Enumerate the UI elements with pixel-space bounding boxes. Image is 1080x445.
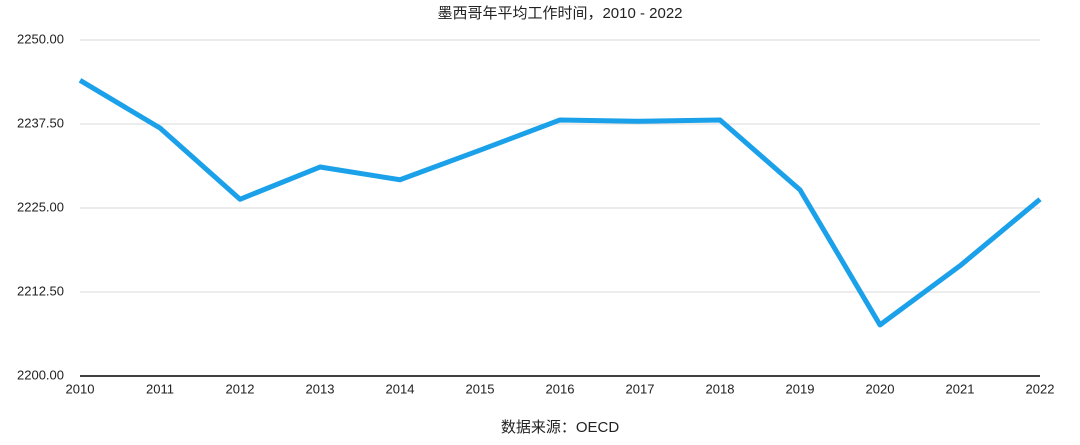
- x-tick-label: 2017: [626, 381, 655, 396]
- y-tick-label: 2225.00: [17, 199, 64, 214]
- chart-title: 墨西哥年平均工作时间，2010 - 2022: [437, 5, 682, 22]
- x-tick-label: 2018: [706, 381, 735, 396]
- x-tick-label: 2021: [946, 381, 975, 396]
- y-tick-label: 2250.00: [17, 31, 64, 46]
- x-tick-label: 2012: [226, 381, 255, 396]
- y-tick-label: 2212.50: [17, 283, 64, 298]
- x-tick-label: 2015: [466, 381, 495, 396]
- x-tick-label: 2020: [866, 381, 895, 396]
- source-note: 数据来源：OECD: [501, 419, 620, 436]
- x-tick-label: 2011: [146, 381, 174, 396]
- x-tick-label: 2013: [306, 381, 335, 396]
- x-tick-label: 2010: [66, 381, 95, 396]
- x-tick-label: 2016: [546, 381, 575, 396]
- x-tick-label: 2022: [1026, 381, 1055, 396]
- data-line: [78, 78, 1042, 328]
- x-tick-label: 2014: [386, 381, 415, 396]
- x-tick-label: 2019: [786, 381, 815, 396]
- y-tick-label: 2200.00: [17, 367, 64, 382]
- y-tick-label: 2237.50: [17, 115, 64, 130]
